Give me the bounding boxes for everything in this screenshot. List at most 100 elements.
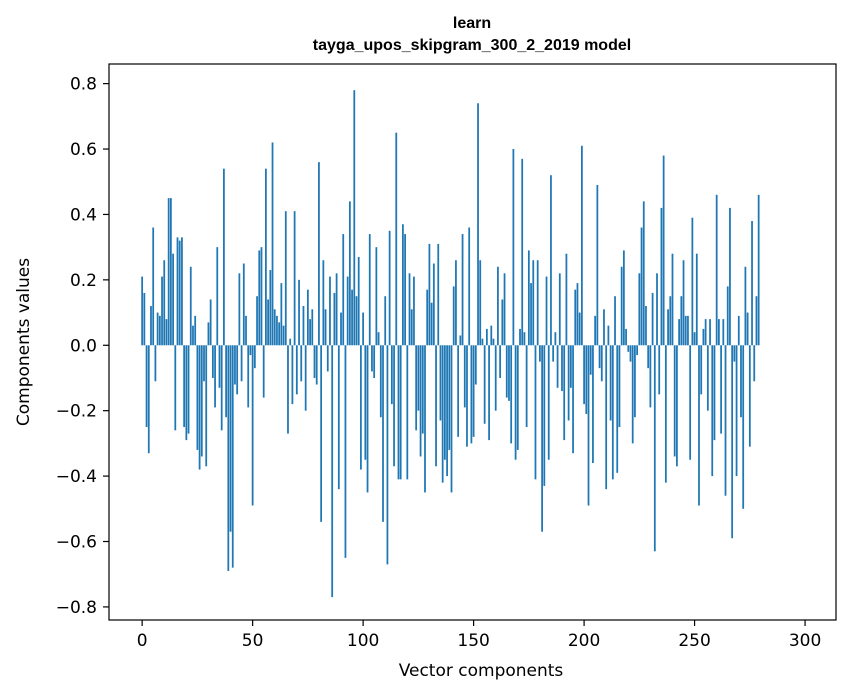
bar-255 xyxy=(704,319,707,346)
bar-10 xyxy=(163,260,166,346)
bar-100 xyxy=(362,312,364,346)
bar-31 xyxy=(209,299,212,346)
bar-191 xyxy=(563,345,566,441)
bar-149 xyxy=(470,345,473,444)
bar-71 xyxy=(298,279,300,346)
bar-188 xyxy=(556,345,559,388)
y-tick-label: 0.8 xyxy=(70,75,97,95)
bar-143 xyxy=(457,345,460,437)
bar-169 xyxy=(514,345,517,460)
bar-264 xyxy=(724,345,727,496)
y-tick-label: −0.6 xyxy=(56,533,97,553)
bar-35 xyxy=(218,345,221,388)
x-tick-label: 200 xyxy=(568,631,600,651)
bar-243 xyxy=(678,319,680,346)
bar-249 xyxy=(691,217,694,346)
bar-272 xyxy=(742,345,745,509)
bar-214 xyxy=(614,296,616,346)
bar-88 xyxy=(335,273,338,346)
bar-207 xyxy=(598,345,601,369)
bar-206 xyxy=(596,185,599,346)
bar-101 xyxy=(364,345,367,460)
bar-125 xyxy=(417,345,420,411)
bar-215 xyxy=(616,345,619,473)
bar-142 xyxy=(455,260,457,346)
bar-170 xyxy=(516,345,519,450)
bar-156 xyxy=(485,328,488,346)
bar-200 xyxy=(583,345,585,405)
bar-155 xyxy=(483,345,486,424)
bar-106 xyxy=(375,247,378,346)
bar-82 xyxy=(322,260,325,346)
bar-257 xyxy=(709,319,711,346)
bar-46 xyxy=(242,263,245,346)
bar-29 xyxy=(205,345,208,467)
bar-203 xyxy=(589,345,592,375)
bar-97 xyxy=(355,296,358,346)
bar-69 xyxy=(293,211,296,346)
bar-179 xyxy=(536,260,539,346)
bar-132 xyxy=(432,263,435,346)
bar-228 xyxy=(645,306,647,346)
bar-231 xyxy=(651,292,654,346)
bar-80 xyxy=(318,162,320,346)
bar-40 xyxy=(229,345,232,532)
bar-197 xyxy=(576,283,579,346)
bar-33 xyxy=(214,345,216,408)
bar-236 xyxy=(662,155,665,346)
bar-157 xyxy=(488,345,490,441)
bar-23 xyxy=(192,325,194,346)
bar-49 xyxy=(249,345,252,356)
bar-79 xyxy=(315,345,318,385)
bar-66 xyxy=(287,345,289,434)
bar-218 xyxy=(622,250,625,346)
bar-138 xyxy=(446,345,448,477)
bar-93 xyxy=(346,276,349,346)
bar-70 xyxy=(295,345,298,395)
bar-32 xyxy=(211,345,214,378)
chart-subtitle: tayga_upos_skipgram_300_2_2019 model xyxy=(313,37,631,54)
bar-165 xyxy=(505,345,508,398)
bar-172 xyxy=(521,158,524,346)
bar-12 xyxy=(167,198,170,346)
bar-120 xyxy=(406,345,409,480)
bar-240 xyxy=(671,253,674,346)
bar-21 xyxy=(187,345,190,434)
bar-202 xyxy=(587,345,590,506)
bar-9 xyxy=(161,276,163,346)
bar-171 xyxy=(519,328,521,346)
bar-56 xyxy=(265,168,267,346)
bar-226 xyxy=(640,227,643,346)
bar-34 xyxy=(216,247,219,346)
bar-274 xyxy=(746,312,749,346)
bar-162 xyxy=(499,345,502,378)
bar-115 xyxy=(395,132,398,346)
bar-277 xyxy=(753,345,756,382)
bar-126 xyxy=(419,345,422,457)
bar-1 xyxy=(143,292,146,346)
bar-83 xyxy=(324,309,327,346)
bar-42 xyxy=(234,345,236,385)
bar-140 xyxy=(450,345,453,493)
bar-182 xyxy=(543,345,546,486)
bar-16 xyxy=(176,237,179,346)
bar-256 xyxy=(706,345,709,411)
x-tick-label: 300 xyxy=(789,631,821,651)
bar-4 xyxy=(150,306,152,346)
bar-92 xyxy=(344,345,347,558)
bar-0 xyxy=(141,276,144,346)
bar-246 xyxy=(684,315,687,346)
bar-158 xyxy=(490,325,493,346)
bar-60 xyxy=(273,309,276,346)
bar-220 xyxy=(627,345,630,352)
bar-229 xyxy=(647,345,650,369)
bar-107 xyxy=(377,332,380,346)
bar-184 xyxy=(547,345,550,460)
bar-225 xyxy=(638,273,641,346)
bar-128 xyxy=(424,345,426,493)
bar-2 xyxy=(145,345,148,428)
bar-13 xyxy=(169,198,172,346)
bar-15 xyxy=(174,345,177,431)
bar-110 xyxy=(384,296,387,346)
